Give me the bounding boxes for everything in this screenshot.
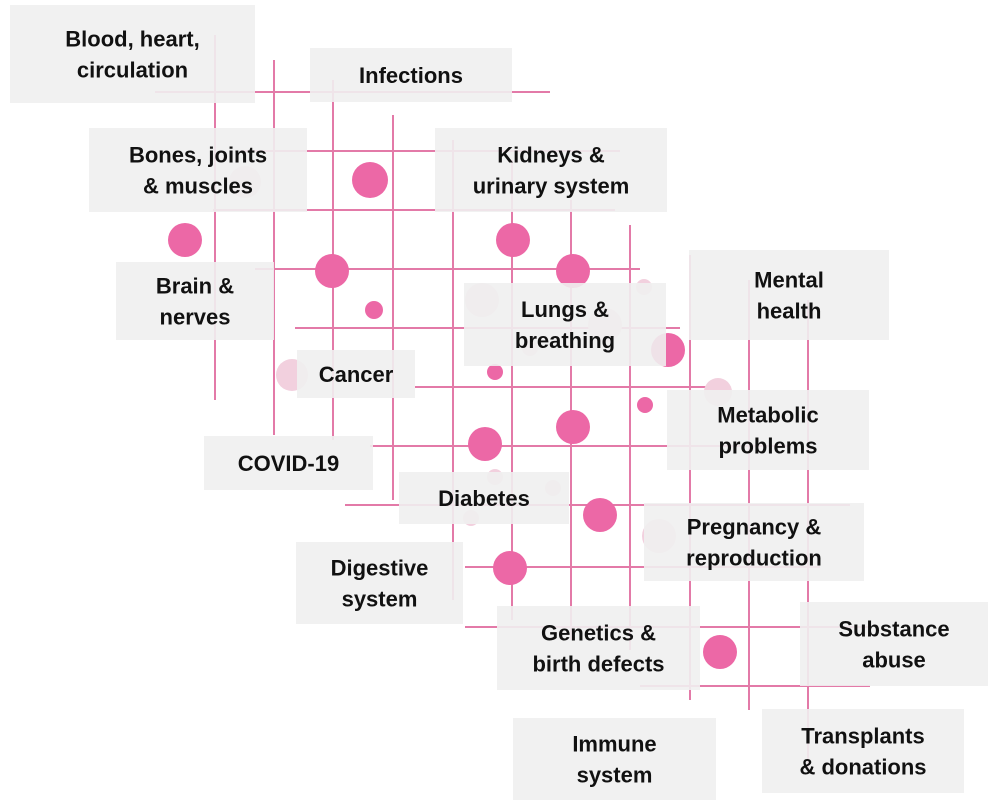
- topic-label: Infections: [359, 63, 463, 88]
- topic-labels: Blood, heart, circulation Infections Bones,…: [10, 5, 988, 800]
- topic[interactable]: Mental health: [689, 250, 889, 340]
- topic-label: Kidneys & urinary system: [473, 143, 630, 199]
- topic[interactable]: Digestive system: [296, 542, 463, 624]
- topic-box: [204, 436, 373, 490]
- topic[interactable]: Diabetes: [399, 472, 569, 524]
- topic-label: Lungs & breathing: [515, 297, 615, 353]
- topic-box: [116, 262, 274, 340]
- topic[interactable]: Infections: [310, 48, 512, 102]
- topic-label: Brain & nerves: [156, 274, 234, 330]
- topic[interactable]: Immune system: [513, 718, 716, 800]
- topic-box: [497, 606, 700, 690]
- topic-label: Immune system: [572, 732, 656, 788]
- topic-box: [296, 542, 463, 624]
- topic-label: Diabetes: [438, 486, 530, 511]
- topic[interactable]: Substance abuse: [800, 602, 988, 686]
- topic-label: Metabolic problems: [717, 403, 818, 459]
- topic-label: Blood, heart, circulation: [65, 27, 199, 83]
- topic-box: [762, 709, 964, 793]
- topic-box: [513, 718, 716, 800]
- topic-box: [464, 283, 666, 366]
- dots: [168, 162, 737, 669]
- topic[interactable]: COVID-19: [204, 436, 373, 490]
- topic-label: Digestive system: [331, 556, 429, 612]
- topic-label: COVID-19: [238, 451, 339, 476]
- topic-box: [310, 48, 512, 102]
- topic-box: [667, 390, 869, 470]
- topic-box: [89, 128, 307, 212]
- topic-box: [435, 128, 667, 212]
- topic-label: Genetics & birth defects: [532, 621, 664, 677]
- topic-box: [297, 350, 415, 398]
- topic[interactable]: Bones, joints & muscles: [89, 128, 307, 212]
- topic-label: Transplants & donations: [799, 724, 926, 780]
- topic[interactable]: Transplants & donations: [762, 709, 964, 793]
- topic-box: [644, 503, 864, 581]
- topic[interactable]: Cancer: [297, 350, 415, 398]
- topic-label: Substance abuse: [838, 617, 949, 673]
- topic[interactable]: Metabolic problems: [667, 390, 869, 470]
- topic[interactable]: Genetics & birth defects: [497, 606, 700, 690]
- topic[interactable]: Pregnancy & reproduction: [644, 503, 864, 581]
- topic-label: Bones, joints & muscles: [129, 143, 267, 199]
- topic-box: [800, 602, 988, 686]
- topic[interactable]: Blood, heart, circulation: [10, 5, 255, 103]
- topic-label: Pregnancy & reproduction: [686, 515, 822, 571]
- topic[interactable]: Lungs & breathing: [464, 283, 666, 366]
- topic[interactable]: Kidneys & urinary system: [435, 128, 667, 212]
- topic-label: Mental health: [754, 268, 824, 324]
- topic-box: [689, 250, 889, 340]
- topic[interactable]: Brain & nerves: [116, 262, 274, 340]
- topic-box: [399, 472, 569, 524]
- topic-label: Cancer: [319, 362, 394, 387]
- topic-box: [10, 5, 255, 103]
